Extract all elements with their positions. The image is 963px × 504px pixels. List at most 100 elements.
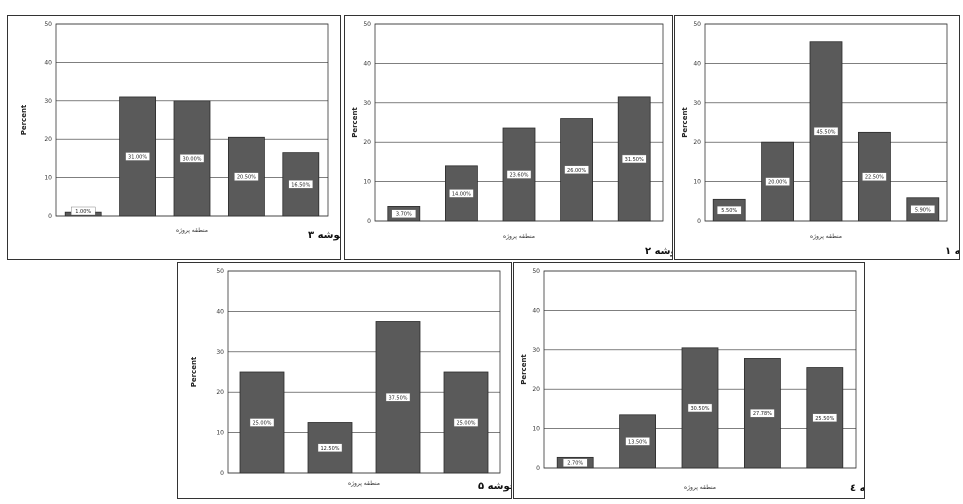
data-label-box (125, 152, 150, 161)
y-tick-label: 30 (532, 347, 540, 354)
data-label-box (385, 393, 411, 402)
y-tick-label: 30 (44, 98, 52, 105)
cluster-title: خوشه ۳ (308, 230, 340, 241)
data-label: 20.00% (768, 180, 787, 186)
y-axis-title: Percent (520, 354, 528, 385)
data-label: 30.50% (690, 406, 709, 412)
y-tick-label: 30 (693, 100, 701, 107)
chart-panel-cluster-4: 0 10 20 30 40 50 Percent 2.70% 13.50% 30.50% 27.78… (513, 262, 865, 499)
chart-panel-cluster-3: 0 10 20 30 40 50 Percent 1.00% 31.00% 30.00% 20.50… (7, 15, 341, 260)
x-axis-title: منطقه پروژه (503, 233, 535, 240)
y-tick-label: 40 (44, 59, 52, 66)
y-axis-title: Percent (190, 356, 198, 387)
y-axis-title: Percent (351, 107, 359, 138)
data-label: 37.50% (388, 395, 407, 401)
y-tick-label: 40 (216, 308, 224, 315)
y-tick-label: 10 (216, 430, 224, 437)
y-tick-label: 40 (363, 60, 371, 67)
data-label: 14.00% (452, 191, 471, 197)
chart-svg: 0 10 20 30 40 50 Percent 3.70% 14.00% 23.60% 26.00… (351, 21, 672, 257)
data-label: 16.50% (291, 182, 310, 188)
y-tick-label: 0 (367, 218, 371, 225)
data-label: 22.50% (865, 175, 884, 181)
y-tick-label: 50 (44, 21, 52, 28)
data-label: 25.00% (252, 421, 271, 427)
x-axis-title: منطقه پروژه (348, 480, 380, 487)
cluster-title: خوشه ٤ (850, 483, 864, 494)
data-label: 13.50% (628, 439, 647, 445)
y-tick-label: 20 (216, 389, 224, 396)
data-label: 26.00% (567, 168, 586, 174)
chart-svg: 0 10 20 30 40 50 Percent 5.50% 20.00% 45.50% 22.50… (681, 21, 959, 257)
data-label: 3.70% (396, 212, 412, 218)
y-tick-label: 10 (693, 179, 701, 186)
chart-panel-cluster-5: 0 10 20 30 40 50 Percent 25.00% 12.50% 37.50% 25.0… (177, 262, 512, 499)
y-tick-label: 50 (532, 268, 540, 275)
data-label: 2.70% (567, 461, 583, 467)
y-tick-label: 50 (216, 268, 224, 275)
plot-frame (227, 270, 501, 474)
data-label-box (813, 127, 839, 136)
data-label-box (288, 180, 313, 189)
chart-panel-cluster-1: 0 10 20 30 40 50 Percent 5.50% 20.00% 45.50% 22.50… (674, 15, 960, 260)
y-tick-label: 10 (532, 426, 540, 433)
y-tick-label: 50 (363, 21, 371, 28)
data-label: 31.50% (625, 157, 644, 163)
y-tick-label: 0 (48, 213, 52, 220)
data-label-box (563, 458, 588, 467)
data-label-box (249, 418, 275, 427)
data-label: 12.50% (320, 446, 339, 452)
data-label-box (625, 437, 650, 446)
data-label-box (453, 418, 479, 427)
data-label: 5.90% (915, 207, 931, 213)
data-label: 30.00% (182, 156, 201, 162)
y-tick-label: 0 (697, 218, 701, 225)
y-tick-label: 30 (216, 349, 224, 356)
data-label-box (622, 154, 647, 164)
cluster-title: خوشه ۱ (945, 246, 959, 257)
y-tick-label: 50 (693, 21, 701, 28)
y-tick-label: 30 (363, 100, 371, 107)
data-label: 25.50% (815, 416, 834, 422)
y-tick-label: 20 (363, 139, 371, 146)
data-label-box (179, 154, 205, 163)
data-label-box (687, 403, 713, 413)
chart-svg: 0 10 20 30 40 50 Percent 2.70% 13.50% 30.50% 27.78… (520, 268, 864, 494)
y-tick-label: 40 (693, 60, 701, 67)
data-label-box (564, 165, 589, 174)
data-label-box (71, 206, 96, 216)
data-label-box (812, 413, 837, 422)
y-tick-label: 10 (363, 179, 371, 186)
data-label-box (449, 189, 474, 198)
cluster-title: خوشه ۲ (645, 246, 672, 257)
y-tick-label: 10 (44, 175, 52, 182)
data-label: 31.00% (128, 154, 147, 160)
y-axis-title: Percent (20, 104, 28, 135)
data-label-box (765, 177, 790, 186)
y-tick-label: 20 (44, 136, 52, 143)
y-tick-label: 0 (220, 470, 224, 477)
data-label: 25.00% (456, 421, 475, 427)
chart-svg: 0 10 20 30 40 50 Percent 1.00% 31.00% 30.00% 20.50… (20, 21, 340, 241)
data-label-box (506, 170, 532, 179)
y-tick-label: 0 (536, 465, 540, 472)
chart-svg: 0 10 20 30 40 50 Percent 25.00% 12.50% 37.50% 25.0… (190, 268, 511, 492)
x-axis-title: منطقه پروژه (810, 233, 842, 240)
x-axis-title: منطقه پروژه (176, 227, 208, 234)
data-label: 20.50% (237, 175, 256, 181)
data-label-box (234, 172, 259, 181)
y-tick-label: 40 (532, 307, 540, 314)
y-tick-label: 20 (693, 139, 701, 146)
data-label: 23.60% (509, 173, 528, 179)
data-label-box (750, 409, 775, 418)
cluster-title: خوشه ۵ (478, 481, 511, 492)
data-label-box (717, 205, 742, 215)
data-label-box (317, 443, 343, 452)
data-label-box (391, 209, 416, 218)
data-label-box (862, 172, 887, 181)
data-label: 45.50% (816, 129, 835, 135)
x-axis-title: منطقه پروژه (684, 484, 716, 491)
chart-panel-cluster-2: 0 10 20 30 40 50 Percent 3.70% 14.00% 23.60% 26.00… (344, 15, 673, 260)
data-label: 5.50% (721, 208, 737, 214)
data-label-box (910, 205, 936, 214)
